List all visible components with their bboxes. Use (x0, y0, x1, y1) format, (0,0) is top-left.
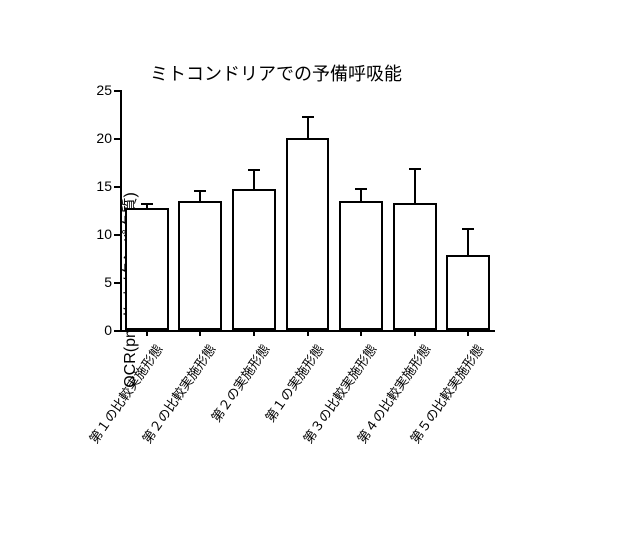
error-bar (414, 168, 416, 204)
y-tick-mark (114, 186, 120, 188)
error-bar (253, 169, 255, 189)
bar (339, 201, 383, 330)
x-tick-mark (199, 330, 201, 336)
error-bar (360, 188, 362, 201)
bar (393, 203, 437, 330)
error-cap (355, 188, 367, 190)
bar (178, 201, 222, 330)
error-cap (194, 190, 206, 192)
bar (232, 189, 276, 330)
y-tick-label: 25 (96, 82, 112, 98)
y-axis (120, 90, 122, 332)
x-tick-mark (467, 330, 469, 336)
y-tick-mark (114, 138, 120, 140)
y-tick-label: 5 (104, 274, 112, 290)
y-tick-mark (114, 282, 120, 284)
error-cap (141, 203, 153, 205)
y-tick-mark (114, 234, 120, 236)
error-bar (307, 116, 309, 138)
x-tick-mark (253, 330, 255, 336)
bar (286, 138, 330, 330)
y-tick-label: 20 (96, 130, 112, 146)
error-cap (302, 116, 314, 118)
figure: ミトコンドリアでの予備呼吸能 OCR(pmol/min/タンパク質) 05101… (0, 0, 640, 543)
plot-area: 0510152025第１の比較実施形態第２の比較実施形態第２の実施形態第１の実施… (120, 90, 495, 330)
x-tick-mark (360, 330, 362, 336)
x-tick-mark (414, 330, 416, 336)
y-tick-mark (114, 90, 120, 92)
error-cap (462, 228, 474, 230)
y-tick-label: 0 (104, 322, 112, 338)
y-tick-mark (114, 330, 120, 332)
x-tick-mark (146, 330, 148, 336)
error-cap (248, 169, 260, 171)
x-tick-mark (307, 330, 309, 336)
error-cap (409, 168, 421, 170)
error-bar (467, 228, 469, 255)
chart-title: ミトコンドリアでの予備呼吸能 (150, 60, 402, 86)
bar (125, 208, 169, 330)
y-tick-label: 15 (96, 178, 112, 194)
bar (446, 255, 490, 330)
y-tick-label: 10 (96, 226, 112, 242)
